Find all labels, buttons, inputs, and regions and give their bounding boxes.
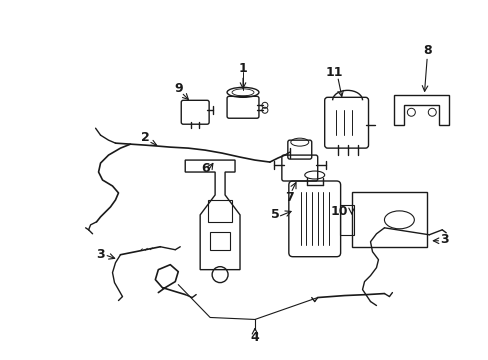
- Text: 1: 1: [238, 62, 247, 75]
- Text: 3: 3: [439, 233, 447, 246]
- Text: 8: 8: [422, 44, 431, 57]
- Bar: [208, 200, 232, 222]
- Text: 3: 3: [96, 248, 104, 261]
- Text: 9: 9: [174, 82, 182, 95]
- Text: 11: 11: [325, 66, 343, 79]
- Text: 6: 6: [201, 162, 209, 175]
- Text: 4: 4: [250, 331, 259, 344]
- Text: 7: 7: [285, 192, 294, 204]
- Bar: [339, 205, 353, 235]
- Text: 5: 5: [270, 208, 279, 221]
- Text: 2: 2: [141, 131, 149, 144]
- Bar: [351, 192, 427, 247]
- Text: 10: 10: [330, 205, 347, 219]
- Bar: [210, 232, 229, 250]
